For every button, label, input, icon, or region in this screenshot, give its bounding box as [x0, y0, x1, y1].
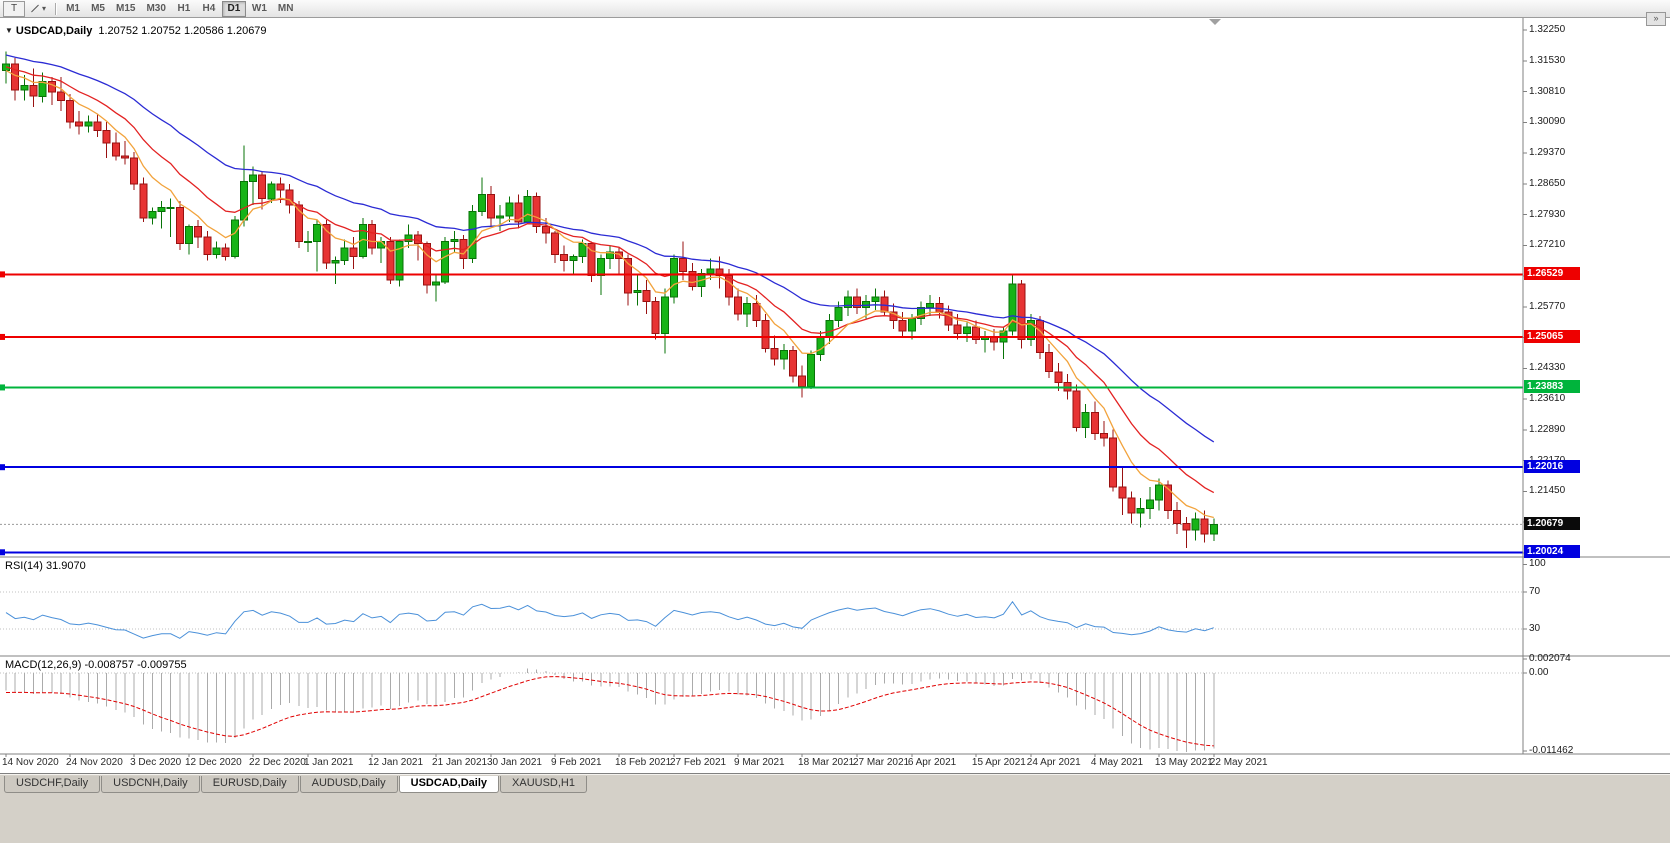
date-axis-label: 24 Apr 2021	[1026, 757, 1081, 768]
price-axis-label: 1.29370	[1529, 147, 1566, 159]
timeframe-button-m1[interactable]: M1	[66, 3, 80, 14]
date-axis-label: 6 Apr 2021	[907, 757, 957, 768]
chart-symbol-label: USDCAD,Daily	[15, 25, 93, 37]
chart-tab-bar: USDCHF,Daily USDCNH,Daily EURUSD,Daily AUDU…	[0, 773, 1670, 843]
date-axis-label: 12 Dec 2020	[185, 757, 242, 768]
price-axis-label: 1.32250	[1529, 24, 1566, 35]
rsi-indicator-label: RSI(14) 31.9070	[5, 560, 86, 572]
chart-tab-eurusd-daily[interactable]: EURUSD,Daily	[200, 776, 299, 793]
date-axis-label: 12 Jan 2021	[368, 757, 424, 768]
date-axis-label: 21 Jan 2021	[432, 757, 488, 768]
chart-tab-usdcnh-daily[interactable]: USDCNH,Daily	[101, 776, 200, 793]
date-axis-label: 18 Mar 2021	[798, 757, 855, 768]
rsi-line	[5, 600, 1214, 639]
rsi-axis-label: 70	[1529, 586, 1541, 597]
chart-tab-audusd-daily[interactable]: AUDUSD,Daily	[299, 776, 398, 793]
date-axis-label: 27 Feb 2021	[669, 757, 727, 768]
t-button[interactable]: T	[3, 0, 25, 17]
price-line-tag[interactable]: 1.26529	[1524, 267, 1580, 281]
price-axis-label: 1.28650	[1529, 177, 1566, 189]
macd-axis-label: -0.011462	[1529, 744, 1574, 756]
date-axis-label: 30 Jan 2021	[486, 757, 542, 768]
price-line-tag[interactable]: 1.23883	[1524, 380, 1580, 394]
date-axis-label: 22 May 2021	[1209, 757, 1268, 768]
draw-tool-button[interactable]: ▾	[26, 1, 50, 17]
chart-ohlc-values: 1.20752 1.20752 1.20586 1.20679	[98, 25, 267, 37]
chart-shift-marker[interactable]	[1209, 19, 1221, 25]
price-axis-label: 1.30090	[1529, 116, 1566, 128]
date-axis-label: 9 Mar 2021	[734, 757, 785, 768]
price-axis-label: 1.27930	[1529, 208, 1566, 220]
dropdown-caret-icon: ▾	[42, 3, 47, 13]
timeframe-button-w1[interactable]: W1	[251, 3, 267, 14]
date-axis-label: 9 Feb 2021	[551, 757, 602, 768]
date-axis-label: 13 May 2021	[1154, 757, 1213, 768]
chart-canvas[interactable]	[0, 18, 1670, 773]
macd-axis-label: 0.00	[1529, 667, 1549, 678]
line-handle[interactable]	[0, 384, 5, 391]
date-axis-label: 24 Nov 2020	[66, 757, 123, 768]
price-axis-label: 1.30810	[1529, 85, 1566, 97]
rsi-axis-label: 100	[1529, 558, 1546, 570]
date-axis-label: 14 Nov 2020	[2, 757, 59, 768]
date-axis-label: 27 Mar 2021	[852, 757, 910, 768]
price-axis-label: 1.21450	[1529, 485, 1566, 497]
price-axis-label: 1.24330	[1529, 362, 1566, 374]
timeframe-buttons: M1 M5 M15 M30 H1 H4 D1 W1 MN	[61, 0, 298, 17]
chart-tab-usdchf-daily[interactable]: USDCHF,Daily	[4, 776, 101, 793]
ma-line-slow-blue	[5, 54, 1215, 443]
ma-line-medium-red	[5, 66, 1215, 494]
line-handle[interactable]	[0, 333, 5, 340]
toolbar-more-button[interactable]: »	[1646, 12, 1666, 26]
timeframe-toolbar: T ▾ M1 M5 M15 M30 H1 H4 D1 W1 MN	[0, 0, 1670, 18]
date-axis-label: 15 Apr 2021	[971, 757, 1026, 768]
price-axis-label: 1.31530	[1529, 54, 1566, 66]
rsi-axis-label: 30	[1529, 623, 1541, 634]
macd-signal-line	[5, 676, 1214, 747]
macd-indicator-label: MACD(12,26,9) -0.008757 -0.009755	[5, 659, 187, 671]
price-axis-label: 1.27210	[1529, 239, 1566, 251]
date-axis-label: 18 Feb 2021	[615, 757, 672, 768]
draw-tool-icon	[31, 4, 39, 13]
price-line-tag[interactable]: 1.22016	[1524, 460, 1580, 474]
current-price-tag: 1.20679	[1524, 517, 1580, 531]
toolbar-separator	[55, 2, 57, 15]
date-axis-label: 22 Dec 2020	[249, 757, 306, 768]
timeframe-button-m5[interactable]: M5	[91, 3, 105, 14]
date-axis-label: 3 Dec 2020	[130, 757, 182, 768]
timeframe-button-d1[interactable]: D1	[221, 0, 246, 17]
timeframe-button-m15[interactable]: M15	[116, 3, 136, 14]
line-handle[interactable]	[0, 464, 5, 471]
price-axis-label: 1.25770	[1529, 300, 1566, 312]
timeframe-button-mn[interactable]: MN	[277, 3, 294, 14]
price-line-tag[interactable]: 1.25065	[1524, 329, 1580, 343]
candles	[2, 51, 1218, 548]
time-axis[interactable]: 14 Nov 2020 24 Nov 2020 3 Dec 2020 12 Dec 2…	[0, 754, 1670, 773]
timeframe-button-h4[interactable]: H4	[202, 3, 216, 14]
line-handle[interactable]	[0, 549, 5, 556]
ma-line-fast-orange	[5, 70, 1214, 519]
price-line-tag[interactable]: 1.20024	[1524, 545, 1580, 559]
chart-tabs: USDCHF,Daily USDCNH,Daily EURUSD,Daily AUDU…	[4, 776, 1670, 793]
macd-histogram	[5, 668, 1215, 752]
chart-tab-xauusd-h1[interactable]: XAUUSD,H1	[500, 776, 587, 793]
date-axis-label: 4 May 2021	[1090, 757, 1144, 768]
date-axis-label: 1 Jan 2021	[303, 757, 354, 768]
timeframe-button-h1[interactable]: H1	[177, 3, 191, 14]
chart-tab-usdcad-daily[interactable]: USDCAD,Daily	[398, 776, 500, 793]
price-axis-label: 1.22890	[1529, 423, 1566, 435]
collapse-triangle-icon[interactable]: ▼	[5, 26, 13, 35]
timeframe-button-m30[interactable]: M30	[146, 3, 166, 14]
line-handle[interactable]	[0, 271, 5, 278]
price-axis-label: 1.23610	[1529, 393, 1566, 405]
chart-window: ▼ USDCAD,Daily 1.20752 1.20752 1.20586 1.2…	[0, 18, 1670, 773]
chart-title: ▼ USDCAD,Daily 1.20752 1.20752 1.20586 1.2…	[5, 25, 267, 37]
price-axis-label: 1.22170	[1529, 455, 1565, 466]
macd-axis-label: 0.002074	[1529, 652, 1571, 664]
